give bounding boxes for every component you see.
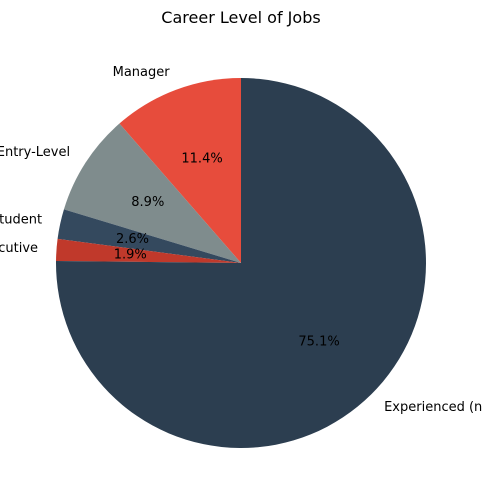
- pie-slices: [56, 78, 426, 448]
- slice-label-experienced-non-manager: Experienced (non-manager): [384, 400, 482, 415]
- pie-slice-entry-level: [63, 123, 242, 263]
- slice-percent-student: 2.6%: [116, 232, 149, 247]
- chart-title: Career Level of Jobs: [161, 8, 320, 27]
- pie-slice-manager: [119, 78, 241, 263]
- pie-labels: Manager 11.4% Entry-Level 8.9% Student 2.6% Ex…: [0, 65, 482, 415]
- slice-percent-entry-level: 8.9%: [131, 195, 164, 210]
- slice-label-executive: Executive: [0, 241, 38, 256]
- pie-slice-experienced-non-manager: [56, 78, 426, 448]
- slice-percent-experienced-non-manager: 75.1%: [298, 334, 339, 349]
- slice-label-student: Student: [0, 213, 42, 228]
- pie-slice-student: [57, 209, 241, 263]
- slice-percent-manager: 11.4%: [181, 152, 222, 167]
- slice-percent-executive: 1.9%: [114, 248, 147, 263]
- slice-label-entry-level: Entry-Level: [0, 145, 70, 160]
- pie-slice-executive: [56, 238, 242, 263]
- slice-label-manager: Manager: [113, 65, 171, 80]
